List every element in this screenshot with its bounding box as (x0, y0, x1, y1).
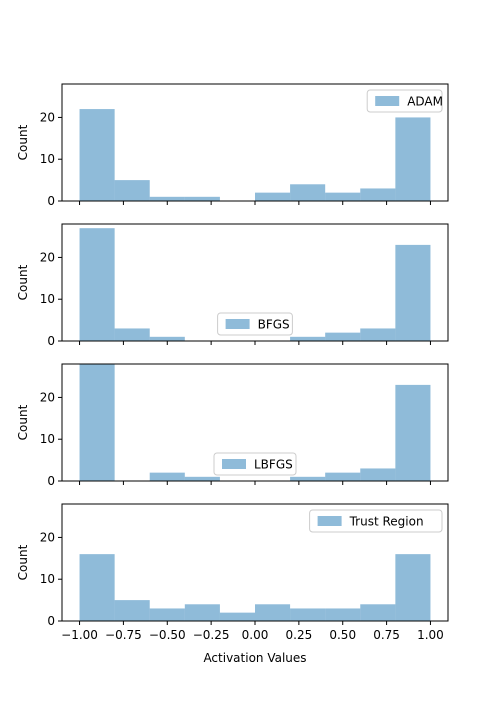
legend-box (213, 452, 297, 476)
legend-label: ADAM (407, 95, 443, 109)
legend-label: Trust Region (349, 515, 424, 529)
histogram-bar (325, 332, 361, 341)
y-tick-label: 0 (47, 334, 55, 348)
histogram-bar (360, 328, 396, 341)
histogram-bar (360, 188, 396, 201)
legend-box (309, 509, 443, 533)
y-tick-label: 0 (47, 614, 55, 628)
y-tick-label: 0 (47, 474, 55, 488)
legend-label: LBFGS (254, 458, 293, 472)
histogram-bar (255, 192, 291, 201)
histogram-bar (114, 180, 150, 201)
histogram-bar (395, 244, 431, 341)
histogram-bar (79, 228, 115, 341)
y-tick-label: 10 (40, 432, 55, 446)
histogram-bar (290, 608, 326, 621)
histogram-bar (149, 196, 185, 201)
x-tick-label: −0.75 (105, 628, 142, 642)
x-tick-label: 0.25 (286, 628, 313, 642)
x-tick-label: −1.00 (61, 628, 98, 642)
x-tick-label: −0.50 (149, 628, 186, 642)
histogram-bar (290, 336, 326, 341)
x-tick-label: 0.50 (329, 628, 356, 642)
histogram-bar (255, 604, 291, 621)
histogram-bar (149, 336, 185, 341)
legend-box (366, 89, 443, 113)
histogram-bar (114, 600, 150, 621)
y-tick-label: 10 (40, 152, 55, 166)
x-tick-label: −0.25 (193, 628, 230, 642)
y-tick-label: 10 (40, 292, 55, 306)
histogram-bar (79, 554, 115, 621)
legend-swatch (225, 319, 250, 329)
histogram-bar (184, 476, 220, 481)
histogram-bar (325, 608, 361, 621)
y-tick-label: 20 (40, 390, 55, 404)
histogram-bar (325, 472, 361, 481)
histogram-bar (290, 184, 326, 201)
y-tick-label: 20 (40, 110, 55, 124)
x-tick-label: 1.00 (417, 628, 444, 642)
histogram-bar (184, 196, 220, 201)
histogram-bar (79, 109, 115, 201)
y-tick-label: 20 (40, 250, 55, 264)
y-tick-label: 10 (40, 572, 55, 586)
histogram-bar (395, 554, 431, 621)
y-tick-label: 20 (40, 530, 55, 544)
legend-label: BFGS (258, 318, 290, 332)
histogram-bar (360, 468, 396, 481)
legend-box (217, 312, 293, 336)
x-tick-label: 0.00 (242, 628, 269, 642)
y-tick-label: 0 (47, 194, 55, 208)
y-axis-label: Count (16, 264, 30, 300)
histogram-bar (184, 604, 220, 621)
y-axis-label: Count (16, 124, 30, 160)
histogram-bar (149, 608, 185, 621)
x-axis-label: Activation Values (203, 651, 306, 665)
histogram-bar (360, 604, 396, 621)
legend-swatch (222, 459, 246, 469)
histogram-bar (149, 472, 185, 481)
x-tick-label: 0.75 (373, 628, 400, 642)
histogram-bar (395, 384, 431, 481)
histogram-bar (114, 328, 150, 341)
legend-swatch (317, 516, 342, 526)
legend-swatch (375, 96, 400, 106)
y-axis-label: Count (16, 544, 30, 580)
histogram-bar (395, 117, 431, 201)
histogram-bar (219, 612, 255, 621)
histogram-bar (79, 364, 115, 481)
histogram-bar (290, 476, 326, 481)
y-axis-label: Count (16, 404, 30, 440)
histogram-bar (325, 192, 361, 201)
